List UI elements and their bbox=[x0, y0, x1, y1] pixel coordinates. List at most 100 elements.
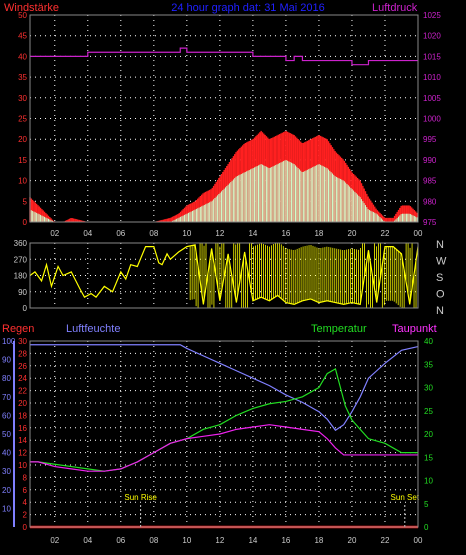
humidity-tick-label: 100 bbox=[2, 337, 16, 346]
humidity-line bbox=[30, 344, 419, 432]
pressure-line bbox=[30, 47, 418, 66]
temperature-tick-label: 30 bbox=[424, 384, 433, 393]
compass-label: O bbox=[436, 289, 445, 301]
compass-label: N bbox=[436, 239, 444, 251]
sun-annotation: Sun Set bbox=[391, 493, 420, 502]
luftdruck-label: Luftdruck bbox=[372, 2, 418, 14]
temperature-line bbox=[30, 367, 418, 472]
rain-tick-label: 4 bbox=[23, 498, 28, 507]
rain-tick-label: 14 bbox=[18, 436, 27, 445]
regen-label: Regen bbox=[2, 323, 34, 335]
x-tick-label: 18 bbox=[314, 229, 323, 238]
taupunkt-label: Taupunkt bbox=[392, 323, 437, 335]
x-tick-label: 06 bbox=[116, 229, 125, 238]
x-tick-label: 16 bbox=[281, 229, 290, 238]
wind-tick-label: 10 bbox=[18, 177, 27, 186]
wind-tick-label: 50 bbox=[18, 11, 27, 20]
plot-frame bbox=[29, 340, 419, 528]
wind-tick-label: 25 bbox=[18, 115, 27, 124]
wind-tick-label: 15 bbox=[18, 156, 27, 165]
x-tick-label: 22 bbox=[381, 229, 390, 238]
wind-pressure-panel: 0510152025303540455097598098599099510001… bbox=[18, 11, 441, 238]
x-tick-label: 16 bbox=[281, 536, 290, 545]
rain-tick-label: 0 bbox=[23, 523, 28, 532]
x-tick-label: 10 bbox=[182, 229, 191, 238]
plot-frame bbox=[29, 242, 419, 309]
temperature-tick-label: 35 bbox=[424, 360, 433, 369]
rain-tick-label: 26 bbox=[18, 362, 27, 371]
humidity-tick-label: 80 bbox=[2, 374, 11, 383]
temperature-tick-label: 15 bbox=[424, 453, 433, 462]
x-tick-label: 08 bbox=[149, 229, 158, 238]
x-tick-label: 02 bbox=[50, 229, 59, 238]
wind-tick-label: 0 bbox=[23, 218, 28, 227]
x-tick-label: 00 bbox=[414, 536, 423, 545]
temperature-tick-label: 10 bbox=[424, 477, 433, 486]
pressure-tick-label: 980 bbox=[423, 197, 437, 206]
wind-tick-label: 5 bbox=[23, 197, 28, 206]
x-tick-label: 10 bbox=[182, 536, 191, 545]
x-tick-label: 02 bbox=[50, 536, 59, 545]
x-tick-label: 00 bbox=[414, 229, 423, 238]
humidity-tick-label: 60 bbox=[2, 411, 11, 420]
rain-tick-label: 20 bbox=[18, 399, 27, 408]
direction-tick-label: 90 bbox=[18, 288, 27, 297]
x-tick-label: 08 bbox=[149, 536, 158, 545]
humidity-tick-label: 70 bbox=[2, 393, 11, 402]
humidity-tick-label: 40 bbox=[2, 449, 11, 458]
pressure-tick-label: 975 bbox=[423, 218, 437, 227]
x-tick-label: 04 bbox=[83, 536, 92, 545]
temperature-tick-label: 0 bbox=[424, 523, 429, 532]
windstaerke-label: Windstärke bbox=[4, 2, 59, 14]
temperature-tick-label: 25 bbox=[424, 407, 433, 416]
wind-tick-label: 30 bbox=[18, 94, 27, 103]
humidity-tick-label: 20 bbox=[2, 486, 11, 495]
x-tick-label: 12 bbox=[215, 229, 224, 238]
pressure-tick-label: 1005 bbox=[423, 94, 441, 103]
plot-frame bbox=[29, 14, 419, 223]
humidity-tick-label: 10 bbox=[2, 504, 11, 513]
temperature-humidity-panel: 0246810121416182022242628301020304050607… bbox=[2, 337, 433, 545]
temperatur-label: Temperatur bbox=[311, 323, 367, 335]
direction-tick-label: 360 bbox=[14, 239, 28, 248]
wind-tick-label: 45 bbox=[18, 32, 27, 41]
rain-tick-label: 30 bbox=[18, 337, 27, 346]
direction-tick-label: 0 bbox=[23, 304, 28, 313]
rain-tick-label: 24 bbox=[18, 374, 27, 383]
dewpoint-line bbox=[30, 424, 418, 472]
wind-tick-label: 35 bbox=[18, 73, 27, 82]
chart-title: 24 hour graph dat: 31 Mai 2016 bbox=[171, 2, 325, 14]
rain-tick-label: 2 bbox=[23, 511, 28, 520]
x-tick-label: 14 bbox=[248, 229, 257, 238]
x-tick-label: 20 bbox=[348, 229, 357, 238]
direction-tick-label: 270 bbox=[14, 255, 28, 264]
humidity-tick-label: 90 bbox=[2, 356, 11, 365]
humidity-tick-label: 50 bbox=[2, 430, 11, 439]
pressure-tick-label: 995 bbox=[423, 135, 437, 144]
wind-tick-label: 40 bbox=[18, 52, 27, 61]
compass-label: S bbox=[436, 272, 443, 284]
pressure-tick-label: 1010 bbox=[423, 73, 441, 82]
rain-tick-label: 22 bbox=[18, 387, 27, 396]
x-tick-label: 22 bbox=[381, 536, 390, 545]
direction-tick-label: 180 bbox=[14, 272, 28, 281]
x-tick-label: 20 bbox=[348, 536, 357, 545]
rain-tick-label: 8 bbox=[23, 473, 28, 482]
rain-tick-label: 6 bbox=[23, 486, 28, 495]
x-tick-label: 04 bbox=[83, 229, 92, 238]
x-tick-label: 18 bbox=[314, 536, 323, 545]
pressure-tick-label: 985 bbox=[423, 177, 437, 186]
compass-label: W bbox=[436, 256, 447, 268]
rain-tick-label: 18 bbox=[18, 411, 27, 420]
compass-label: N bbox=[436, 305, 444, 317]
rain-tick-label: 16 bbox=[18, 424, 27, 433]
x-tick-label: 12 bbox=[215, 536, 224, 545]
pressure-tick-label: 990 bbox=[423, 156, 437, 165]
rain-tick-label: 28 bbox=[18, 349, 27, 358]
temperature-tick-label: 5 bbox=[424, 500, 429, 509]
rain-tick-label: 12 bbox=[18, 449, 27, 458]
x-tick-label: 06 bbox=[116, 536, 125, 545]
pressure-tick-label: 1000 bbox=[423, 115, 441, 124]
humidity-tick-label: 30 bbox=[2, 467, 11, 476]
